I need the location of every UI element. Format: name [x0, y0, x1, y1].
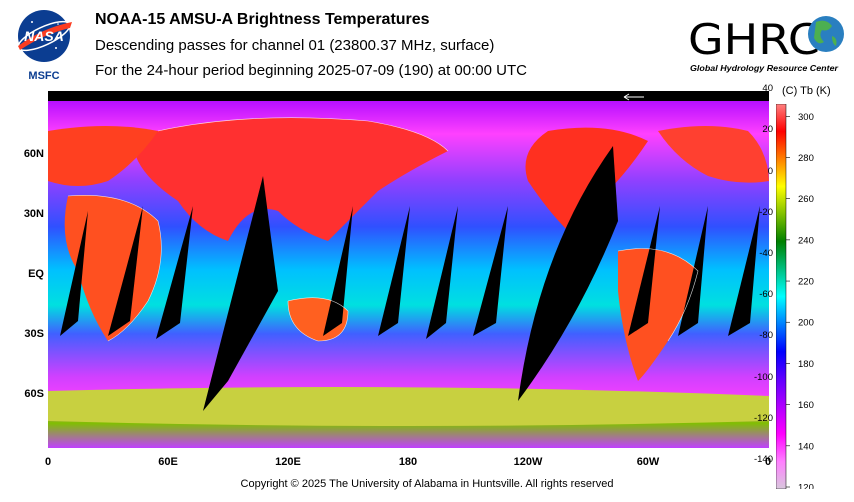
- colorbar-celsius-tick: -20: [759, 206, 773, 218]
- colorbar-kelvin-tick: 220: [798, 277, 814, 288]
- lon-label-60e: 60E: [158, 456, 178, 468]
- lat-label-30s: 30S: [24, 328, 44, 340]
- orbit-gaps: [60, 146, 760, 411]
- colorbar-celsius-tick: -40: [759, 247, 773, 259]
- brightness-temperature-map: [48, 91, 769, 448]
- colorbar-celsius-tick: 20: [762, 124, 773, 136]
- nasa-msfc-logo: NASA MSFC: [17, 10, 72, 82]
- lon-label-120e: 120E: [275, 456, 301, 468]
- colorbar-kelvin-tick: 200: [798, 318, 814, 329]
- lat-label-60s: 60S: [24, 388, 44, 400]
- colorbar-kelvin-tick: 160: [798, 400, 814, 411]
- colorbar-kelvin-tick: 300: [798, 112, 814, 123]
- colorbar-kelvin-tick: 260: [798, 194, 814, 205]
- colorbar-units: (C) Tb (K): [782, 85, 831, 97]
- lat-label-eq: EQ: [28, 268, 44, 280]
- ghrc-logo-text: GHRC: [688, 15, 820, 64]
- lon-label-120w: 120W: [513, 456, 543, 468]
- colorbar-celsius-tick: -120: [753, 412, 773, 424]
- coastlines: [67, 117, 699, 342]
- lon-label-0-east: 0: [764, 456, 772, 468]
- subtitle-passes: Descending passes for channel 01 (23800.…: [95, 37, 495, 54]
- subtitle-period: For the 24-hour period beginning 2025-07…: [95, 62, 527, 79]
- colorbar: 300 280 260 240 220 200 180 160 140 120: [776, 104, 814, 490]
- direction-arrow-icon: [623, 93, 644, 101]
- copyright-text: Copyright © 2025 The University of Alaba…: [240, 478, 614, 490]
- colorbar-celsius-tick: 40: [762, 83, 773, 95]
- ghrc-logo: GHRC Global Hydrology Resource Center: [688, 15, 844, 73]
- page-title: NOAA-15 AMSU-A Brightness Temperatures: [95, 11, 430, 28]
- colorbar-celsius-tick: -60: [759, 289, 773, 301]
- colorbar-kelvin-tick: 140: [798, 441, 814, 452]
- lon-label-60w: 60W: [636, 456, 660, 468]
- colorbar-kelvin-tick: 120: [798, 483, 814, 490]
- msfc-logo-text: MSFC: [28, 70, 59, 82]
- lat-label-60n: 60N: [23, 148, 44, 160]
- lon-label-180: 180: [398, 456, 418, 468]
- colorbar-celsius-tick: 0: [767, 165, 773, 177]
- colorbar-gradient: [776, 104, 787, 489]
- colorbar-celsius-tick: -80: [759, 330, 773, 342]
- colorbar-celsius-tick: -140: [753, 453, 773, 465]
- colorbar-kelvin-tick: 180: [798, 359, 814, 370]
- colorbar-celsius-tick: -100: [753, 371, 773, 383]
- lat-label-30n: 30N: [23, 208, 44, 220]
- lon-label-0-west: 0: [44, 456, 52, 468]
- nasa-logo-text: NASA: [24, 28, 64, 44]
- colorbar-kelvin-tick: 240: [798, 235, 814, 246]
- ghrc-tagline: Global Hydrology Resource Center: [690, 64, 839, 73]
- colorbar-kelvin-tick: 280: [798, 153, 814, 164]
